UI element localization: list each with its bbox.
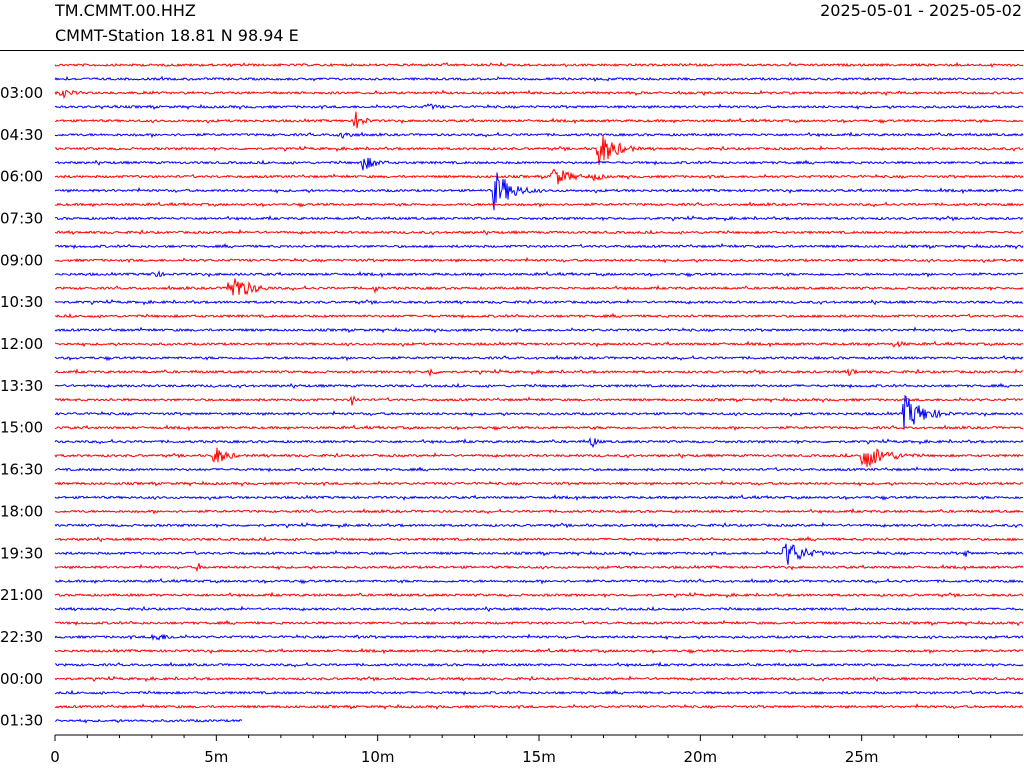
trace-row-20: [55, 340, 1024, 348]
trace-row-42: [54, 647, 1024, 655]
channel-title: TM.CMMT.00.HHZ: [54, 1, 196, 20]
trace-row-5: [54, 131, 1024, 139]
trace-row-24: [54, 395, 1024, 406]
trace-row-3: [54, 103, 1024, 111]
trace-row-19: [54, 326, 1024, 334]
trace-row-22: [54, 367, 1024, 377]
trace-row-10: [54, 201, 1024, 208]
trace-row-2: [54, 89, 1024, 100]
row-time-label: 16:30: [0, 461, 43, 479]
trace-row-32: [54, 507, 1024, 515]
trace-row-33: [54, 521, 1024, 529]
date-range: 2025-05-01 - 2025-05-02: [820, 1, 1022, 20]
x-tick-label: 25m: [845, 748, 879, 766]
row-time-label: 22:30: [0, 628, 43, 646]
trace-row-18: [54, 312, 1024, 320]
row-time-label: 19:30: [0, 544, 43, 562]
trace-row-39: [54, 605, 1024, 613]
trace-row-26: [54, 424, 1024, 432]
row-time-label: 13:30: [0, 377, 43, 395]
row-time-label: 03:00: [0, 84, 43, 102]
trace-row-0: [54, 61, 1024, 68]
time-label-group: 03:00 04:30 06:00 07:30 09:00 10:30 12:00 13:30…: [0, 84, 43, 730]
station-subtitle: CMMT-Station 18.81 N 98.94 E: [55, 26, 299, 45]
row-time-label: 00:00: [0, 670, 43, 688]
trace-row-21: [54, 354, 1024, 362]
trace-row-23: [54, 382, 1024, 390]
x-tick-label: 0: [50, 748, 60, 766]
trace-row-6: [54, 134, 1024, 165]
trace-row-11: [54, 214, 1024, 222]
trace-row-44: [54, 675, 1024, 683]
trace-row-28: [54, 447, 1024, 468]
row-time-label: 09:00: [0, 251, 43, 269]
trace-row-13: [54, 242, 1024, 250]
trace-row-47: [54, 718, 243, 724]
trace-row-37: [54, 577, 1024, 585]
trace-row-43: [55, 661, 1024, 668]
trace-row-12: [55, 228, 1024, 236]
trace-row-34: [54, 535, 1024, 543]
trace-row-35: [54, 543, 1024, 565]
row-time-label: 15:00: [0, 419, 43, 437]
trace-row-36: [54, 563, 1024, 573]
trace-row-38: [54, 591, 1024, 599]
trace-row-25: [54, 394, 1024, 430]
trace-row-1: [54, 75, 1024, 82]
trace-row-27: [54, 436, 1024, 449]
row-time-label: 21:00: [0, 586, 43, 604]
x-axis: 0 5m 10m 15m 20m 25m: [50, 734, 1023, 766]
x-tick-label: 15m: [522, 748, 556, 766]
x-tick-label: 5m: [204, 748, 228, 766]
row-time-label: 18:00: [0, 502, 43, 520]
row-time-label: 10:30: [0, 293, 43, 311]
row-time-label: 07:30: [0, 209, 43, 227]
trace-row-46: [54, 703, 1024, 711]
row-time-label: 06:00: [0, 168, 43, 186]
trace-row-4: [54, 111, 1024, 129]
trace-row-17: [54, 298, 1024, 306]
trace-row-7: [54, 157, 1024, 171]
row-time-label: 01:30: [0, 712, 43, 730]
trace-row-16: [54, 278, 1024, 296]
x-tick-label: 20m: [683, 748, 717, 766]
trace-row-30: [54, 479, 1024, 487]
row-time-label: 12:00: [0, 335, 43, 353]
trace-row-41: [54, 633, 1024, 641]
trace-row-31: [54, 494, 1024, 502]
trace-row-9: [54, 172, 1024, 211]
x-tick-label: 10m: [361, 748, 395, 766]
trace-row-45: [54, 689, 1024, 696]
trace-row-29: [54, 466, 1024, 473]
trace-row-14: [54, 256, 1024, 264]
trace-group: [54, 61, 1024, 724]
trace-row-15: [54, 270, 1023, 278]
row-time-label: 04:30: [0, 126, 43, 144]
trace-row-8: [54, 168, 1024, 185]
trace-row-40: [54, 619, 1024, 627]
